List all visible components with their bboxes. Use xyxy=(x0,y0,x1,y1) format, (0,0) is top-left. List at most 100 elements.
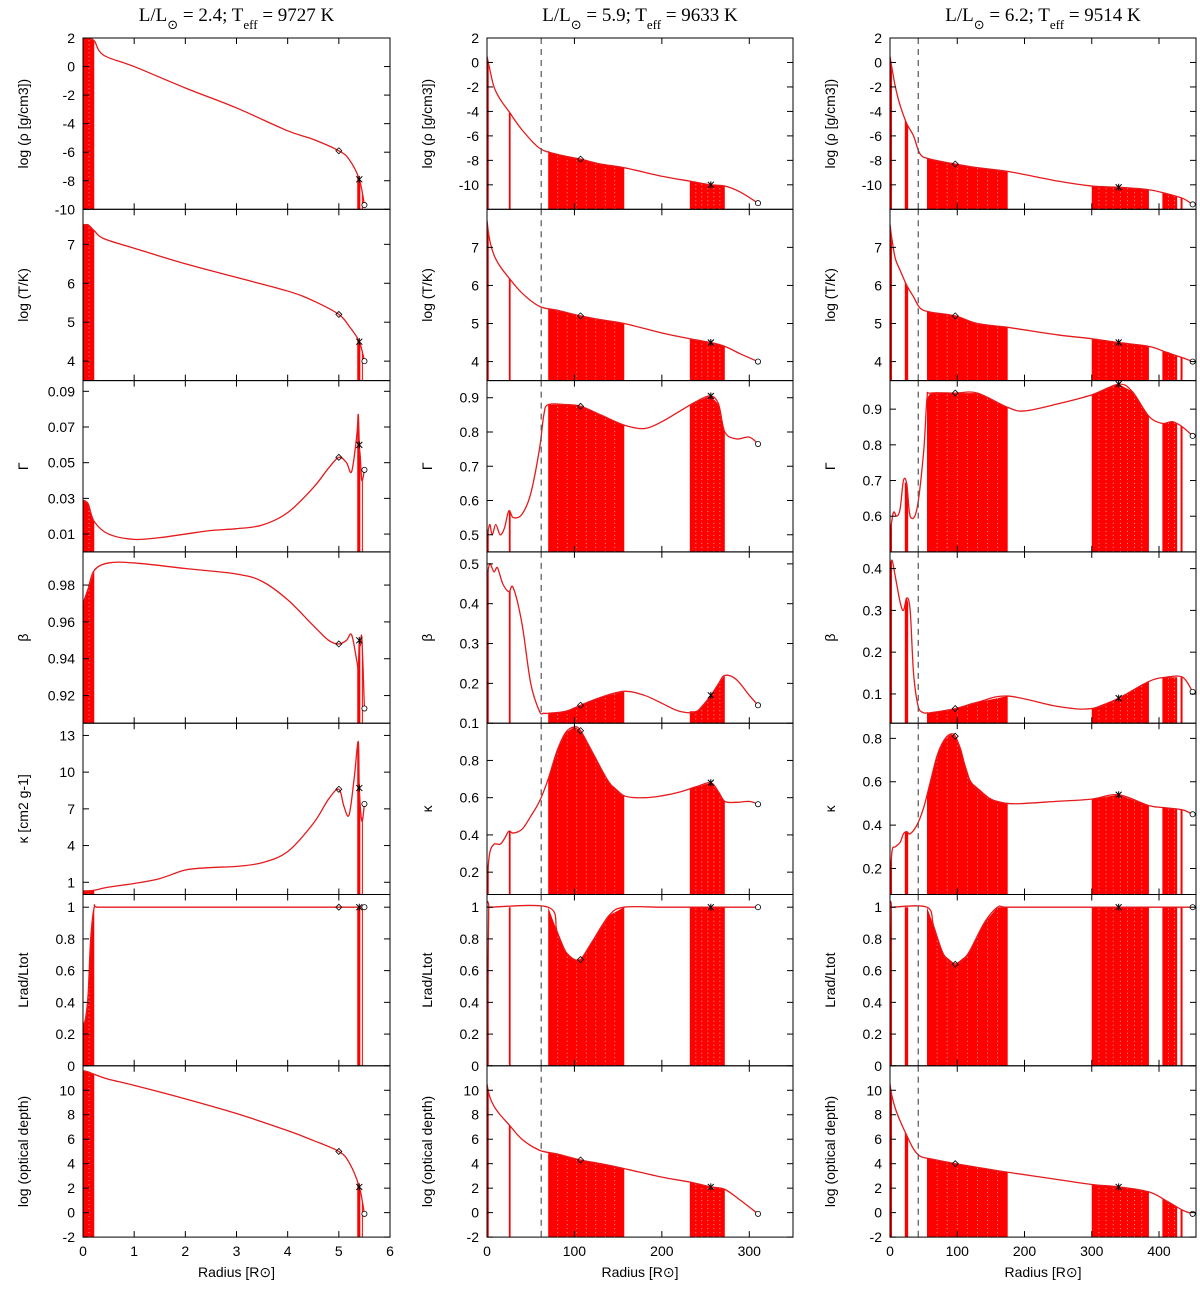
panel-plot-area xyxy=(890,894,1196,1066)
panel-plot-area xyxy=(890,209,1196,381)
convective-zone-fill xyxy=(689,181,725,210)
profile-line xyxy=(890,733,1193,886)
x-tick-label: 400 xyxy=(1147,1243,1171,1259)
diamond-marker xyxy=(335,785,343,793)
star-marker xyxy=(707,903,715,911)
y-tick-label: 0.8 xyxy=(460,931,480,947)
diamond-marker xyxy=(335,903,343,911)
y-tick-label: 0 xyxy=(67,1205,75,1221)
profile-line xyxy=(83,740,366,892)
convective-zone-fill xyxy=(904,118,909,210)
star-marker xyxy=(1115,791,1123,799)
convective-zone-fill xyxy=(548,907,625,1066)
profile-line xyxy=(890,559,1194,714)
y-tick-label: 4 xyxy=(874,354,882,370)
y-tick-label: 0 xyxy=(874,1205,882,1221)
y-axis-label: log (ρ [g/cm3]) xyxy=(419,79,435,169)
y-tick-label: 0.8 xyxy=(863,730,883,746)
circle-marker xyxy=(755,904,762,911)
convective-zone-fill xyxy=(1180,907,1183,1066)
y-tick-label: 0.4 xyxy=(56,994,76,1010)
y-tick-label: 0.1 xyxy=(460,715,480,731)
y-tick-label: 2 xyxy=(874,30,882,46)
convective-zone-fill xyxy=(890,560,893,724)
y-tick-label: -2 xyxy=(467,79,480,95)
y-tick-label: 0.6 xyxy=(460,493,480,509)
y-tick-label: 0.9 xyxy=(460,390,480,406)
panel-frame xyxy=(486,722,794,896)
y-tick-label: 6 xyxy=(67,275,75,291)
convective-zone-fill xyxy=(689,396,725,552)
convective-zone-fill xyxy=(926,157,1008,210)
y-tick-label: 4 xyxy=(471,1156,479,1172)
y-tick-label: 0.6 xyxy=(56,963,76,979)
diamond-marker xyxy=(951,1160,959,1168)
y-tick-label: 0 xyxy=(471,1205,479,1221)
y-tick-label: -8 xyxy=(63,173,76,189)
y-tick-label: 0.6 xyxy=(863,963,883,979)
y-tick-label: 0.4 xyxy=(863,994,883,1010)
convective-zone-fill xyxy=(361,1200,363,1238)
y-tick-label: 0.7 xyxy=(460,458,480,474)
y-tick-label: 0.07 xyxy=(48,419,75,435)
y-tick-label: 0.5 xyxy=(460,527,480,543)
y-tick-label: 0.92 xyxy=(48,688,75,704)
panel-frame xyxy=(486,380,794,553)
panel-plot-area xyxy=(83,561,368,724)
y-tick-label: 4 xyxy=(67,353,75,369)
y-axis-label: log (T/K) xyxy=(15,268,31,322)
y-tick-label: -8 xyxy=(870,152,883,168)
profile-line xyxy=(890,224,1193,363)
x-tick-label: 200 xyxy=(650,1243,674,1259)
star-marker xyxy=(355,784,363,792)
convective-zone-fill xyxy=(1162,907,1178,1066)
circle-marker xyxy=(361,1210,368,1217)
x-tick-label: 0 xyxy=(79,1243,87,1259)
diamond-marker xyxy=(335,1147,343,1156)
profile-line xyxy=(83,223,366,362)
diamond-marker xyxy=(335,640,343,648)
y-tick-label: 2 xyxy=(471,1180,479,1196)
y-tick-label: 4 xyxy=(471,354,479,370)
y-tick-label: 0.2 xyxy=(863,644,883,660)
convective-zone-fill xyxy=(361,814,363,895)
y-tick-label: 10 xyxy=(59,1082,75,1098)
profile-line xyxy=(487,395,759,539)
y-tick-label: 2 xyxy=(471,30,479,46)
convective-zone-fill xyxy=(890,1084,893,1238)
y-tick-label: 1 xyxy=(874,899,882,915)
convective-zone-fill xyxy=(904,1131,909,1238)
circle-marker xyxy=(755,358,762,365)
y-tick-label: 0.09 xyxy=(48,383,75,399)
convective-zone-fill xyxy=(926,1157,1008,1238)
panel-plot-area xyxy=(890,551,1196,724)
y-tick-label: 6 xyxy=(874,1131,882,1147)
y-tick-label: 0.3 xyxy=(863,602,883,618)
y-axis-label: κ xyxy=(822,804,838,812)
y-axis-label: Lrad/Ltot xyxy=(419,952,435,1007)
diamond-marker xyxy=(576,701,585,709)
y-tick-label: -8 xyxy=(467,152,480,168)
profile-line xyxy=(487,220,759,363)
convective-zone-fill xyxy=(357,1182,361,1238)
x-tick-label: 4 xyxy=(284,1243,292,1259)
panel-frame xyxy=(82,894,391,1067)
y-axis-label: log (ρ [g/cm3]) xyxy=(15,79,31,169)
y-tick-label: 1 xyxy=(67,874,75,890)
panel-frame xyxy=(82,208,391,382)
circle-marker xyxy=(1189,432,1196,439)
circle-marker xyxy=(1189,688,1196,695)
x-axis-label: Radius [R⊙] xyxy=(1004,1264,1081,1280)
y-tick-label: -4 xyxy=(870,103,883,119)
x-tick-label: 1 xyxy=(130,1243,138,1259)
y-tick-label: 0.6 xyxy=(863,774,883,790)
y-axis-label: log (ρ [g/cm3]) xyxy=(822,79,838,169)
convective-zone-fill xyxy=(1180,677,1183,724)
profile-line xyxy=(487,900,759,1066)
panel-frame xyxy=(82,37,391,210)
diamond-marker xyxy=(951,389,959,397)
star-marker xyxy=(1115,694,1123,702)
y-tick-label: 6 xyxy=(471,277,479,293)
y-tick-label: 0.6 xyxy=(460,790,480,806)
circle-marker xyxy=(361,705,368,712)
